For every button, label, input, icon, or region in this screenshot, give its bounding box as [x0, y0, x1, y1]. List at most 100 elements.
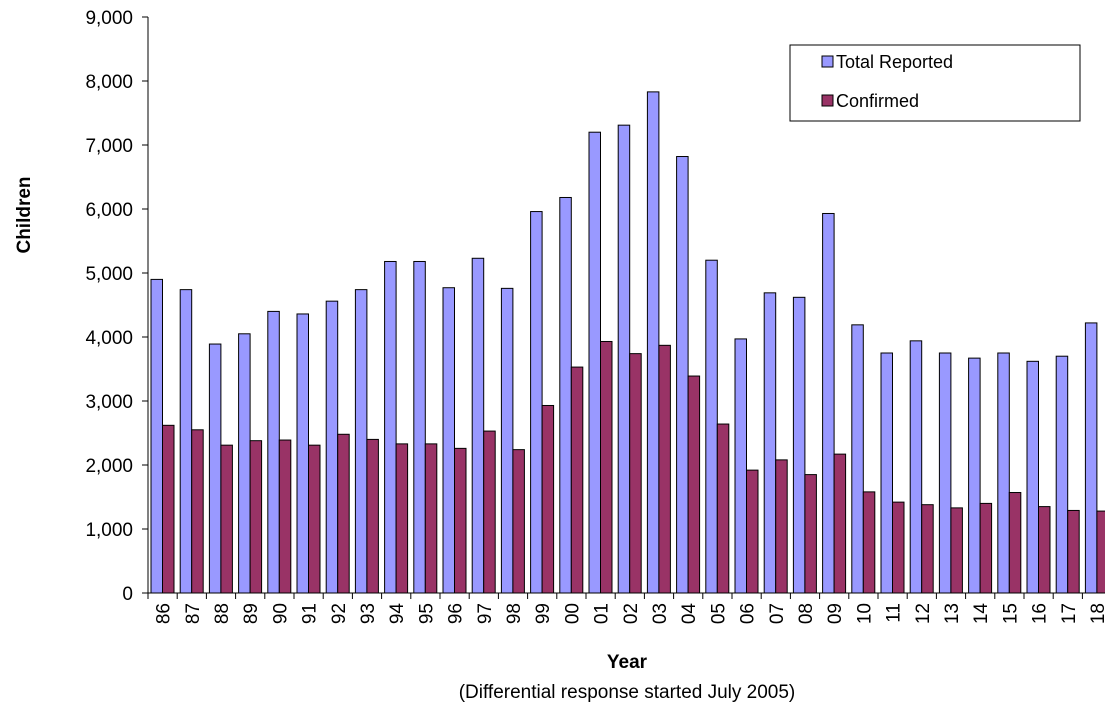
bar: [687, 375, 701, 594]
x-tick-label: 16: [1030, 603, 1051, 624]
bar: [500, 287, 514, 594]
bar: [150, 278, 163, 594]
x-tick-label: 02: [621, 603, 642, 624]
bar: [208, 343, 222, 594]
x-tick-label: 01: [592, 603, 613, 624]
y-tick-label: 3,000: [85, 392, 133, 413]
x-tick-label: 03: [650, 603, 671, 624]
bar: [938, 352, 952, 594]
y-tick-label: 4,000: [85, 328, 133, 349]
legend-label: Total Reported: [836, 52, 953, 72]
bar: [617, 124, 631, 594]
bar: [979, 502, 993, 594]
bar: [1055, 355, 1069, 594]
x-axis-label: Year: [607, 652, 648, 673]
bar: [278, 439, 292, 594]
bar: [541, 404, 555, 594]
bar: [559, 196, 572, 594]
bar: [629, 353, 642, 594]
x-tick-label: 09: [825, 603, 846, 624]
x-tick-label: 15: [1000, 603, 1021, 624]
y-tick-label: 5,000: [85, 264, 133, 285]
bar: [570, 366, 584, 594]
bar: [424, 443, 438, 594]
bar: [880, 352, 893, 594]
bar: [413, 260, 426, 594]
bar: [1026, 360, 1039, 594]
x-tick-label: 11: [884, 603, 905, 623]
bar: [646, 91, 660, 594]
subtitle: (Differential response started July 2005…: [459, 682, 796, 703]
bar: [716, 423, 730, 594]
x-tick-label: 06: [738, 603, 759, 624]
bar: [162, 424, 175, 594]
bar: [454, 447, 467, 594]
bar: [249, 440, 263, 594]
bar: [337, 433, 350, 594]
bar: [892, 501, 905, 594]
x-tick-label: 98: [504, 603, 525, 624]
x-tick-label: 86: [154, 603, 175, 624]
x-tick-label: 17: [1059, 603, 1080, 624]
x-tick-label: 90: [270, 603, 291, 624]
y-tick-label: 9,000: [85, 8, 133, 29]
bar: [588, 131, 601, 594]
bar: [442, 287, 455, 594]
bar: [267, 310, 280, 594]
bar: [325, 300, 339, 594]
bar: [179, 289, 193, 594]
bar: [471, 257, 485, 594]
bar: [822, 212, 835, 594]
x-tick-label: 87: [183, 603, 204, 624]
legend-swatch: [821, 94, 834, 107]
bar: [191, 429, 204, 594]
bar: [746, 469, 759, 594]
x-tick-label: 88: [212, 603, 233, 624]
bar: [238, 333, 251, 594]
bar: [851, 324, 864, 594]
y-tick-label: 6,000: [85, 200, 133, 221]
y-tick-label: 1,000: [85, 520, 133, 541]
bar: [1008, 492, 1022, 594]
x-tick-label: 07: [767, 603, 788, 624]
bar: [676, 156, 689, 594]
legend-swatch: [821, 55, 834, 68]
bar: [997, 352, 1010, 594]
x-tick-label: 14: [971, 603, 992, 625]
bar: [833, 453, 847, 594]
x-tick-label: 10: [854, 603, 875, 624]
x-tick-label: 04: [679, 603, 700, 625]
bar: [792, 296, 806, 594]
y-tick-label: 0: [122, 584, 133, 605]
x-tick-label: 05: [708, 603, 729, 624]
x-tick-label: 00: [562, 603, 583, 624]
x-tick-label: 93: [358, 603, 379, 624]
x-tick-label: 18: [1088, 603, 1105, 624]
bar: [734, 338, 747, 594]
x-tick-label: 91: [300, 603, 321, 624]
bar: [384, 260, 397, 594]
bar: [512, 449, 525, 594]
legend-label: Confirmed: [836, 91, 919, 111]
x-tick-label: 92: [329, 603, 350, 624]
bar: [1067, 509, 1080, 594]
bar: [862, 491, 876, 594]
bar: [296, 313, 309, 594]
bar: [395, 443, 409, 594]
bar: [804, 474, 817, 594]
bar: [1084, 322, 1098, 594]
x-tick-label: 89: [241, 603, 262, 624]
bar: [366, 438, 379, 594]
bar: [968, 357, 981, 594]
x-tick-label: 13: [942, 603, 963, 624]
x-tick-label: 08: [796, 603, 817, 624]
bar: [530, 211, 543, 594]
bar: [763, 292, 777, 594]
legend-box: [789, 44, 1081, 122]
y-tick-label: 2,000: [85, 456, 133, 477]
bar: [354, 289, 368, 594]
bar: [950, 507, 963, 594]
x-tick-label: 95: [416, 603, 437, 624]
bar: [909, 340, 923, 594]
